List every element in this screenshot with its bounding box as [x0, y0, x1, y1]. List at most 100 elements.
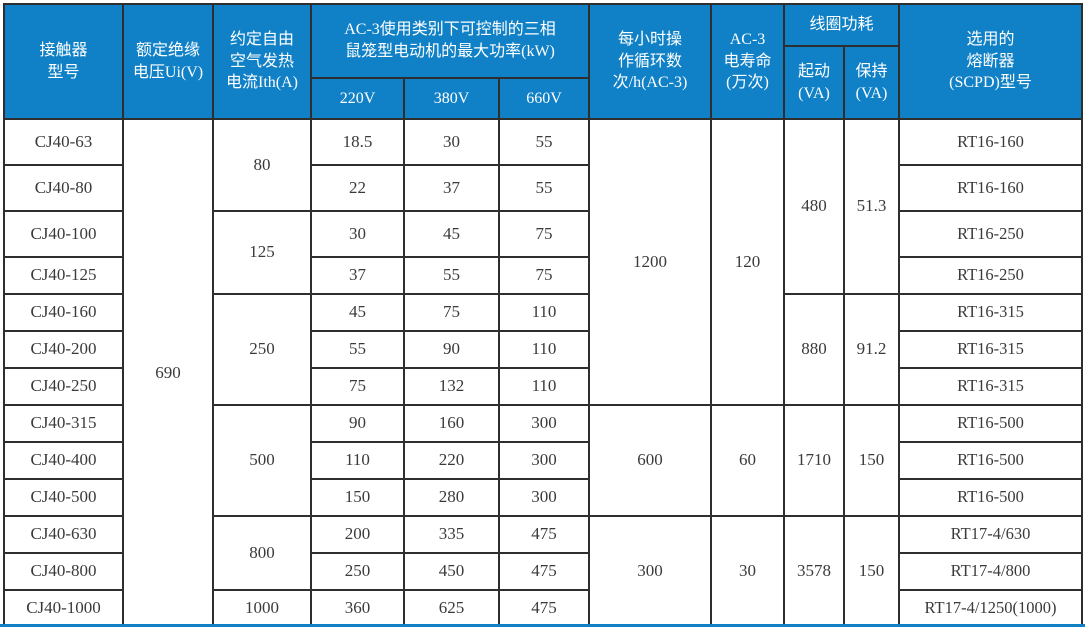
kw-380v-cell: 132: [403, 367, 500, 406]
fuse-type-cell: RT16-250: [898, 210, 1083, 258]
header-rated-insulation-voltage: 额定绝缘 电压Ui(V): [122, 3, 214, 120]
kw-660v-cell: 55: [498, 118, 590, 166]
coil-start-cell: 480: [783, 118, 845, 295]
header-380v: 380V: [403, 77, 500, 120]
kw-220v-cell: 150: [310, 478, 405, 517]
thermal-current-cell: 80: [212, 118, 312, 212]
model-cell: CJ40-160: [3, 293, 124, 332]
kw-380v-cell: 450: [403, 552, 500, 591]
coil-start-cell: 1710: [783, 404, 845, 517]
kw-660v-cell: 475: [498, 515, 590, 554]
operating-cycles-cell: 300: [588, 515, 712, 627]
kw-220v-cell: 18.5: [310, 118, 405, 166]
fuse-type-cell: RT16-160: [898, 164, 1083, 212]
kw-660v-cell: 110: [498, 293, 590, 332]
bottom-accent-bar: [0, 624, 1085, 627]
table-row: CJ40-400 110 220 300 RT16-500: [3, 441, 1083, 480]
contactor-spec-table: 接触器 型号 额定绝缘 电压Ui(V) 约定自由 空气发热 电流Ith(A) A…: [3, 3, 1083, 627]
fuse-type-cell: RT16-500: [898, 404, 1083, 443]
header-coil-start-va: 起动 (VA): [783, 45, 845, 120]
kw-660v-cell: 300: [498, 478, 590, 517]
model-cell: CJ40-125: [3, 256, 124, 295]
kw-220v-cell: 90: [310, 404, 405, 443]
kw-380v-cell: 625: [403, 589, 500, 627]
fuse-type-cell: RT16-315: [898, 330, 1083, 369]
header-660v: 660V: [498, 77, 590, 120]
kw-380v-cell: 335: [403, 515, 500, 554]
table-row: CJ40-100 125 30 45 75 RT16-250: [3, 210, 1083, 295]
table-row: CJ40-80 22 37 55 RT16-160: [3, 164, 1083, 212]
kw-380v-cell: 37: [403, 164, 500, 212]
electrical-life-cell: 60: [710, 404, 785, 517]
header-operating-cycles: 每小时操 作循环数 次/h(AC-3): [588, 3, 712, 120]
kw-220v-cell: 110: [310, 441, 405, 480]
kw-380v-cell: 160: [403, 404, 500, 443]
kw-220v-cell: 200: [310, 515, 405, 554]
table-row: CJ40-1000 1000 360 625 475 RT17-4/1250(1000): [3, 589, 1083, 627]
header-220v: 220V: [310, 77, 405, 120]
kw-660v-cell: 300: [498, 441, 590, 480]
model-cell: CJ40-800: [3, 552, 124, 591]
model-cell: CJ40-100: [3, 210, 124, 258]
electrical-life-cell: 30: [710, 515, 785, 627]
kw-380v-cell: 280: [403, 478, 500, 517]
kw-660v-cell: 55: [498, 164, 590, 212]
kw-660v-cell: 475: [498, 589, 590, 627]
rated-voltage-cell: 690: [122, 118, 214, 627]
table-row: CJ40-200 55 90 110 RT16-315: [3, 330, 1083, 369]
table-row: CJ40-500 150 280 300 RT16-500: [3, 478, 1083, 517]
coil-hold-cell: 150: [843, 404, 900, 517]
kw-220v-cell: 37: [310, 256, 405, 295]
table-header: 接触器 型号 额定绝缘 电压Ui(V) 约定自由 空气发热 电流Ith(A) A…: [3, 3, 1083, 120]
model-cell: CJ40-500: [3, 478, 124, 517]
kw-220v-cell: 45: [310, 293, 405, 332]
operating-cycles-cell: 600: [588, 404, 712, 517]
fuse-type-cell: RT17-4/1250(1000): [898, 589, 1083, 627]
kw-220v-cell: 22: [310, 164, 405, 212]
kw-660v-cell: 475: [498, 552, 590, 591]
thermal-current-cell: 800: [212, 515, 312, 591]
kw-220v-cell: 75: [310, 367, 405, 406]
model-cell: CJ40-315: [3, 404, 124, 443]
kw-660v-cell: 300: [498, 404, 590, 443]
header-coil-hold-va: 保持 (VA): [843, 45, 900, 120]
header-coil-power-group: 线圈功耗: [783, 3, 900, 47]
coil-start-cell: 3578: [783, 515, 845, 627]
thermal-current-cell: 125: [212, 210, 312, 295]
fuse-type-cell: RT17-4/800: [898, 552, 1083, 591]
table-row: CJ40-63 690 80 18.5 30 55 1200 120 480 51.3 RT16-1…: [3, 118, 1083, 627]
kw-220v-cell: 250: [310, 552, 405, 591]
kw-660v-cell: 110: [498, 367, 590, 406]
model-cell: CJ40-200: [3, 330, 124, 369]
table-row: CJ40-125 37 55 75 RT16-250: [3, 256, 1083, 295]
kw-380v-cell: 55: [403, 256, 500, 295]
kw-380v-cell: 30: [403, 118, 500, 166]
table-row: CJ40-630 800 200 335 475 300 30 3578 150 RT17-4/6…: [3, 515, 1083, 627]
kw-220v-cell: 30: [310, 210, 405, 258]
kw-380v-cell: 90: [403, 330, 500, 369]
table-row: CJ40-315 500 90 160 300 600 60 1710 150 RT16-500: [3, 404, 1083, 517]
table-row: CJ40-160 250 45 75 110 880 91.2 RT16-315: [3, 293, 1083, 406]
kw-220v-cell: 55: [310, 330, 405, 369]
coil-hold-cell: 51.3: [843, 118, 900, 295]
fuse-type-cell: RT16-500: [898, 441, 1083, 480]
model-cell: CJ40-1000: [3, 589, 124, 627]
thermal-current-cell: 250: [212, 293, 312, 406]
header-contactor-model: 接触器 型号: [3, 3, 124, 120]
fuse-type-cell: RT16-315: [898, 293, 1083, 332]
kw-380v-cell: 220: [403, 441, 500, 480]
kw-660v-cell: 75: [498, 210, 590, 258]
model-cell: CJ40-400: [3, 441, 124, 480]
kw-660v-cell: 75: [498, 256, 590, 295]
electrical-life-cell: 120: [710, 118, 785, 406]
header-max-motor-power-group: AC-3使用类别下可控制的三相 鼠笼型电动机的最大功率(kW): [310, 3, 590, 79]
fuse-type-cell: RT16-250: [898, 256, 1083, 295]
header-electrical-life: AC-3 电寿命 (万次): [710, 3, 785, 120]
fuse-type-cell: RT16-315: [898, 367, 1083, 406]
thermal-current-cell: 500: [212, 404, 312, 517]
kw-660v-cell: 110: [498, 330, 590, 369]
header-fuse-type: 选用的 熔断器 (SCPD)型号: [898, 3, 1083, 120]
coil-hold-cell: 150: [843, 515, 900, 627]
model-cell: CJ40-250: [3, 367, 124, 406]
